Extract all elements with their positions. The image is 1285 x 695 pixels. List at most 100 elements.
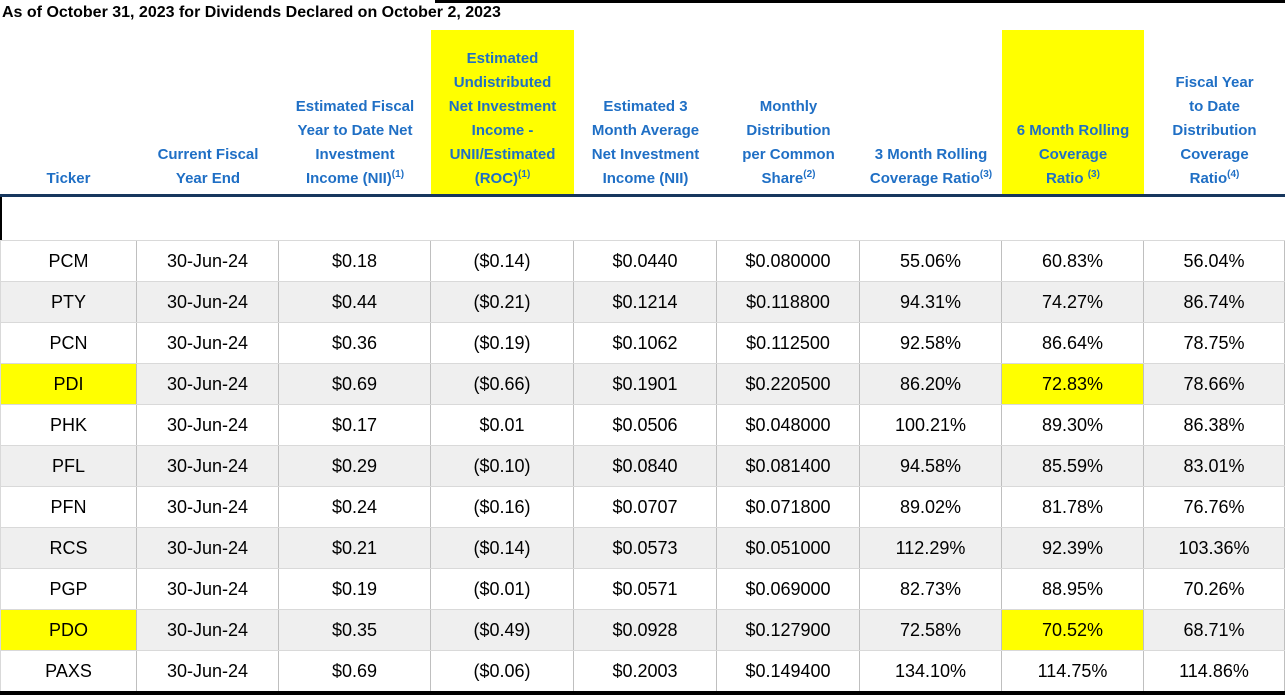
table-row-rcs: RCS 30-Jun-24 $0.21 ($0.14) $0.0573 $0.051000… bbox=[0, 527, 1285, 568]
cell-fytd-distribution-coverage: 78.75% bbox=[1144, 323, 1285, 363]
bottom-black-rule bbox=[0, 691, 1285, 695]
col-header-line: to Date bbox=[1189, 98, 1240, 115]
cell-fiscal-year-end: 30-Jun-24 bbox=[137, 364, 279, 404]
col-header-line: Coverage bbox=[1038, 146, 1108, 163]
cell-three-month-avg-nii: $0.2003 bbox=[574, 651, 717, 691]
col-header-six-month-rolling-coverage: 6 Month Rolling Coverage Ratio (3) bbox=[1002, 30, 1144, 194]
col-header-line: Current Fiscal bbox=[157, 146, 259, 163]
cell-fytd-distribution-coverage: 70.26% bbox=[1144, 569, 1285, 609]
footnote-superscript: (3) bbox=[979, 169, 993, 180]
cell-unii-roc: ($0.21) bbox=[431, 282, 574, 322]
cell-fiscal-year-end: 30-Jun-24 bbox=[137, 610, 279, 650]
col-header-line: Income - bbox=[471, 122, 534, 139]
cell-fytd-nii: $0.35 bbox=[279, 610, 431, 650]
cell-unii-roc: ($0.49) bbox=[431, 610, 574, 650]
cell-unii-roc: ($0.06) bbox=[431, 651, 574, 691]
cell-unii-roc: ($0.66) bbox=[431, 364, 574, 404]
cell-fiscal-year-end: 30-Jun-24 bbox=[137, 651, 279, 691]
cell-fytd-distribution-coverage: 76.76% bbox=[1144, 487, 1285, 527]
cell-fytd-distribution-coverage: 68.71% bbox=[1144, 610, 1285, 650]
cell-ticker: PCM bbox=[0, 241, 137, 281]
cell-unii-roc: ($0.14) bbox=[431, 528, 574, 568]
cell-three-month-rolling-coverage: 134.10% bbox=[860, 651, 1002, 691]
col-header-unii-roc: Estimated Undistributed Net Investment Inco… bbox=[431, 30, 574, 194]
col-header-line: Estimated Fiscal bbox=[295, 98, 415, 115]
cell-fiscal-year-end: 30-Jun-24 bbox=[137, 282, 279, 322]
col-header-line: Distribution bbox=[746, 122, 831, 139]
col-header-line: Income (NII)(1) bbox=[305, 169, 405, 188]
cell-fytd-distribution-coverage: 114.86% bbox=[1144, 651, 1285, 691]
cell-monthly-distribution: $0.051000 bbox=[717, 528, 860, 568]
col-header-line: Income (NII) bbox=[602, 170, 689, 187]
cell-fytd-nii: $0.24 bbox=[279, 487, 431, 527]
col-header-monthly-distribution: Monthly Distribution per Common Share(2) bbox=[717, 30, 860, 194]
footnote-superscript: (4) bbox=[1227, 169, 1240, 180]
cell-ticker: PHK bbox=[0, 405, 137, 445]
cell-unii-roc: ($0.14) bbox=[431, 241, 574, 281]
col-header-line: Net Investment bbox=[448, 98, 557, 115]
cell-ticker: PDO bbox=[0, 610, 137, 650]
cell-fytd-nii: $0.19 bbox=[279, 569, 431, 609]
table-row-pfl: PFL 30-Jun-24 $0.29 ($0.10) $0.0840 $0.081400… bbox=[0, 445, 1285, 486]
cell-three-month-avg-nii: $0.0571 bbox=[574, 569, 717, 609]
col-header-line: Monthly bbox=[759, 98, 818, 115]
col-header-line: Ratio (3) bbox=[1046, 169, 1100, 188]
cell-unii-roc: ($0.01) bbox=[431, 569, 574, 609]
cell-six-month-rolling-coverage: 81.78% bbox=[1002, 487, 1144, 527]
cell-fytd-distribution-coverage: 78.66% bbox=[1144, 364, 1285, 404]
cell-fiscal-year-end: 30-Jun-24 bbox=[137, 446, 279, 486]
cell-six-month-rolling-coverage: 74.27% bbox=[1002, 282, 1144, 322]
col-header-three-month-avg-nii: Estimated 3 Month Average Net Investment In… bbox=[574, 30, 717, 194]
cell-three-month-rolling-coverage: 92.58% bbox=[860, 323, 1002, 363]
cell-fiscal-year-end: 30-Jun-24 bbox=[137, 487, 279, 527]
col-header-ticker: Ticker bbox=[0, 30, 137, 194]
cell-fiscal-year-end: 30-Jun-24 bbox=[137, 528, 279, 568]
cell-fiscal-year-end: 30-Jun-24 bbox=[137, 323, 279, 363]
cell-six-month-rolling-coverage: 89.30% bbox=[1002, 405, 1144, 445]
col-header-line: Coverage bbox=[1180, 146, 1249, 163]
col-header-line: Estimated 3 bbox=[603, 98, 688, 115]
cell-ticker: PTY bbox=[0, 282, 137, 322]
table-row-paxs: PAXS 30-Jun-24 $0.69 ($0.06) $0.2003 $0.14940… bbox=[0, 650, 1285, 691]
col-header-line: Year End bbox=[175, 170, 241, 187]
cell-three-month-rolling-coverage: 82.73% bbox=[860, 569, 1002, 609]
cell-three-month-rolling-coverage: 112.29% bbox=[860, 528, 1002, 568]
cell-six-month-rolling-coverage: 114.75% bbox=[1002, 651, 1144, 691]
cell-fiscal-year-end: 30-Jun-24 bbox=[137, 569, 279, 609]
col-header-three-month-rolling-coverage: 3 Month Rolling Coverage Ratio(3) bbox=[860, 30, 1002, 194]
col-header-line: 3 Month Rolling bbox=[874, 146, 988, 163]
cell-unii-roc: ($0.16) bbox=[431, 487, 574, 527]
cell-three-month-avg-nii: $0.1901 bbox=[574, 364, 717, 404]
footnote-superscript: (2) bbox=[803, 169, 816, 180]
table-row-phk: PHK 30-Jun-24 $0.17 $0.01 $0.0506 $0.048000 10… bbox=[0, 404, 1285, 445]
col-header-line: Investment bbox=[315, 146, 395, 163]
cell-three-month-rolling-coverage: 86.20% bbox=[860, 364, 1002, 404]
cell-six-month-rolling-coverage: 88.95% bbox=[1002, 569, 1144, 609]
cell-ticker: PCN bbox=[0, 323, 137, 363]
col-header-line: Year to Date Net bbox=[297, 122, 413, 139]
cell-six-month-rolling-coverage: 60.83% bbox=[1002, 241, 1144, 281]
cell-six-month-rolling-coverage: 86.64% bbox=[1002, 323, 1144, 363]
cell-three-month-rolling-coverage: 100.21% bbox=[860, 405, 1002, 445]
cell-fytd-distribution-coverage: 86.74% bbox=[1144, 282, 1285, 322]
col-header-line: per Common bbox=[742, 146, 835, 163]
cell-fytd-nii: $0.44 bbox=[279, 282, 431, 322]
table-row-pcn: PCN 30-Jun-24 $0.36 ($0.19) $0.1062 $0.112500… bbox=[0, 322, 1285, 363]
table-row-pdi: PDI 30-Jun-24 $0.69 ($0.66) $0.1901 $0.220500… bbox=[0, 363, 1285, 404]
cell-fytd-nii: $0.18 bbox=[279, 241, 431, 281]
col-header-fytd-nii: Estimated Fiscal Year to Date Net Investme… bbox=[279, 30, 431, 194]
table-row-pcm: PCM 30-Jun-24 $0.18 ($0.14) $0.0440 $0.080000… bbox=[0, 240, 1285, 281]
col-header-line: Ratio(4) bbox=[1189, 169, 1240, 188]
cell-three-month-avg-nii: $0.1214 bbox=[574, 282, 717, 322]
cell-three-month-avg-nii: $0.0840 bbox=[574, 446, 717, 486]
cell-three-month-rolling-coverage: 55.06% bbox=[860, 241, 1002, 281]
cell-unii-roc: ($0.10) bbox=[431, 446, 574, 486]
cell-unii-roc: ($0.19) bbox=[431, 323, 574, 363]
cell-monthly-distribution: $0.081400 bbox=[717, 446, 860, 486]
cell-fiscal-year-end: 30-Jun-24 bbox=[137, 241, 279, 281]
cell-fytd-nii: $0.17 bbox=[279, 405, 431, 445]
cell-fytd-distribution-coverage: 56.04% bbox=[1144, 241, 1285, 281]
col-header-fiscal-year-end: Current Fiscal Year End bbox=[137, 30, 279, 194]
cell-unii-roc: $0.01 bbox=[431, 405, 574, 445]
col-header-line: Month Average bbox=[591, 122, 700, 139]
